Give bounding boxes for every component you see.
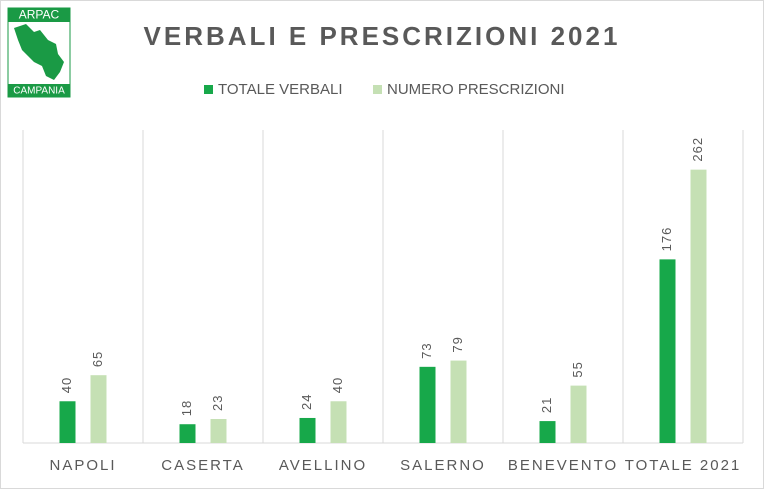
x-tick-label: AVELLINO <box>279 457 367 474</box>
data-label: 40 <box>59 377 74 393</box>
bar <box>690 169 707 443</box>
bar <box>179 424 196 443</box>
data-label: 21 <box>539 397 554 413</box>
logo-text: CAMPANIA <box>13 86 65 97</box>
data-label: 40 <box>330 377 345 393</box>
bar <box>299 417 316 443</box>
logo-top-band <box>8 8 70 22</box>
bar <box>539 421 556 443</box>
x-tick-label: NAPOLI <box>49 457 116 474</box>
x-tick-label: SALERNO <box>400 457 486 474</box>
data-label: 55 <box>570 361 585 377</box>
bar <box>59 401 76 443</box>
logo-bottom-band <box>8 84 70 97</box>
bar <box>419 366 436 443</box>
data-label: 18 <box>179 400 194 416</box>
bar <box>570 385 587 443</box>
bar <box>90 375 107 443</box>
legend-swatch <box>373 85 382 94</box>
bar <box>659 259 676 443</box>
logo-text: ARPAC <box>19 8 60 22</box>
x-tick-label: BENEVENTO <box>508 457 618 474</box>
data-label: 65 <box>90 351 105 367</box>
x-tick-label: TOTALE 2021 <box>625 457 742 474</box>
bar <box>450 360 467 443</box>
legend-label: TOTALE VERBALI <box>218 81 343 98</box>
data-label: 79 <box>450 336 465 352</box>
data-label: 73 <box>419 342 434 358</box>
data-label: 176 <box>659 227 674 252</box>
logo: ARPAC CAMPANIA <box>7 7 71 98</box>
x-tick-label: CASERTA <box>161 457 244 474</box>
legend-swatch <box>204 85 213 94</box>
bar <box>330 401 347 443</box>
data-label: 262 <box>690 137 705 162</box>
chart-title: VERBALI E PRESCRIZIONI 2021 <box>144 21 621 51</box>
logo-map <box>14 24 64 80</box>
data-label: 24 <box>299 393 314 409</box>
data-label: 23 <box>210 395 225 411</box>
bar <box>210 419 227 443</box>
legend-label: NUMERO PRESCRIZIONI <box>387 81 565 98</box>
